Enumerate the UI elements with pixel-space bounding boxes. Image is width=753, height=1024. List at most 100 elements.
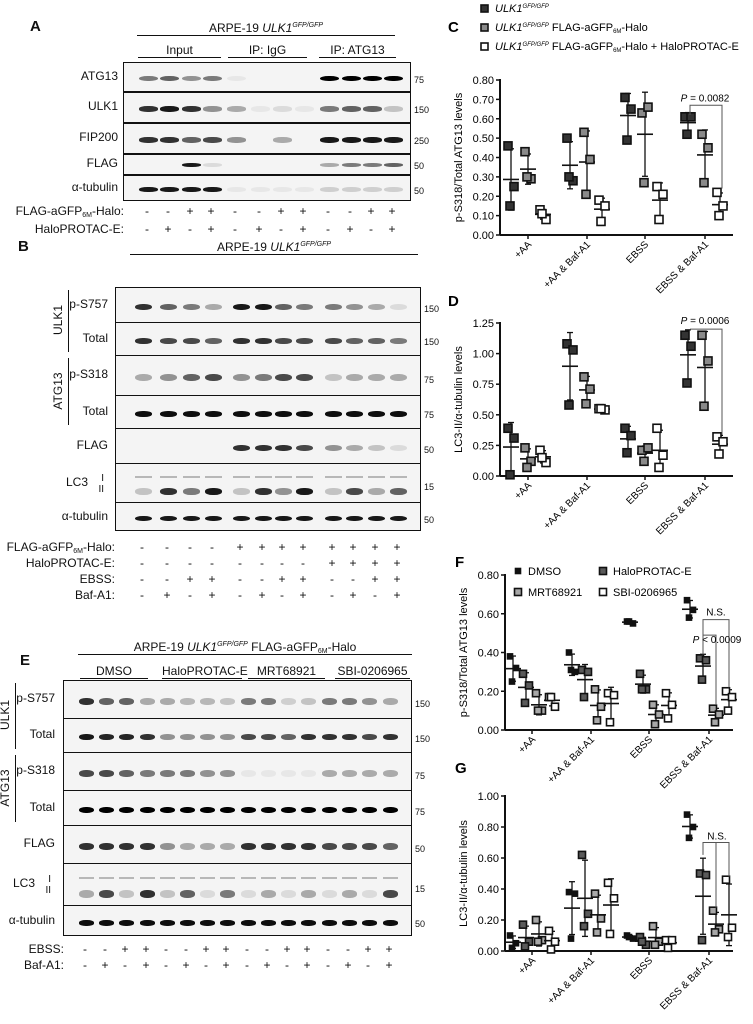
data-point <box>520 698 530 708</box>
row-label: p-S318 <box>69 367 108 381</box>
row-divider <box>124 174 410 176</box>
data-point <box>710 717 720 727</box>
band <box>280 806 296 814</box>
condition-sign: - <box>326 958 330 972</box>
row-label: FLAG <box>86 155 118 170</box>
condition-sign: + <box>299 588 307 602</box>
chart-C: C 0.00 0.10 0.20 0.30 0.40 0.50 0.60 0.70 0.80 p-S… <box>448 3 739 296</box>
group-label: IP: IgG <box>248 43 287 57</box>
band <box>219 806 235 814</box>
legend-suffix: -Halo <box>621 22 647 34</box>
band <box>179 843 195 850</box>
band <box>78 806 94 814</box>
condition-sign: - <box>285 958 289 972</box>
data-point <box>723 706 733 715</box>
condition-sign: - <box>326 222 330 236</box>
band <box>260 890 276 898</box>
band <box>319 187 339 192</box>
data-point <box>505 469 515 480</box>
data-point <box>546 692 556 702</box>
row-divider <box>116 355 420 356</box>
data-point <box>506 653 514 660</box>
row-label: Total <box>82 403 108 418</box>
band-lc3-i <box>182 476 200 479</box>
band <box>324 516 342 522</box>
band <box>118 734 134 741</box>
condition-sign: - <box>165 572 169 586</box>
data-point <box>503 423 513 434</box>
band <box>179 734 195 741</box>
band <box>367 444 385 452</box>
band <box>274 337 292 344</box>
significance-bracket <box>690 328 723 435</box>
genotype: GFP/GFP <box>292 22 324 29</box>
data-point <box>703 143 713 153</box>
legend-sub: 6M <box>613 48 621 54</box>
y-tick-label: 0.00 <box>473 471 494 483</box>
p-value: = 0.0006 <box>687 316 729 327</box>
band <box>361 734 377 741</box>
band <box>179 919 195 926</box>
data-point <box>600 201 610 211</box>
group-bracket <box>15 755 16 822</box>
data-point <box>663 943 673 953</box>
band <box>159 187 179 192</box>
condition-name: Baf-A1: <box>74 588 115 602</box>
band <box>232 410 250 417</box>
data-point <box>667 700 677 710</box>
band <box>341 770 357 777</box>
band <box>367 374 385 382</box>
band <box>362 187 382 192</box>
condition-sign: - <box>210 556 214 570</box>
condition-sign: - <box>140 540 144 554</box>
data-point <box>682 129 692 140</box>
condition-sign: + <box>328 540 336 554</box>
data-point <box>648 700 658 710</box>
significance-label: P < 0.0009 <box>693 635 742 646</box>
p-symbol: P <box>681 316 688 327</box>
x-tick-label: +AA <box>513 480 535 502</box>
data-point <box>567 666 575 674</box>
condition-label: FLAG-aGFP6M-Halo: <box>0 204 124 219</box>
band <box>159 136 179 143</box>
band <box>159 919 175 926</box>
condition-name: Baf-A1: <box>23 958 64 972</box>
group-underline <box>248 678 325 679</box>
y-tick-label: 0.50 <box>473 410 494 422</box>
band <box>181 105 201 112</box>
data-point <box>648 921 658 931</box>
data-point <box>609 690 619 700</box>
band-lc3-i <box>159 476 177 479</box>
data-point <box>639 456 649 467</box>
band <box>240 806 256 814</box>
condition-sign: - <box>265 942 269 956</box>
row-divider <box>116 502 420 503</box>
band <box>159 734 175 741</box>
group-bracket <box>68 358 69 425</box>
band-lc3-i <box>345 476 363 479</box>
legend-text: FLAG-aGFP <box>549 22 613 34</box>
band <box>324 374 342 382</box>
band <box>159 374 177 382</box>
data-point <box>697 675 707 684</box>
x-tick-label: +AA & Baf-A1 <box>546 955 598 1007</box>
band <box>199 843 215 850</box>
band <box>274 444 292 452</box>
condition-sign: + <box>367 204 375 218</box>
row-divider <box>116 322 420 323</box>
condition-sign: - <box>245 942 249 956</box>
band <box>159 770 175 777</box>
group-underline <box>319 57 396 58</box>
condition-sign: + <box>164 222 172 236</box>
band <box>78 919 94 926</box>
band <box>204 488 222 496</box>
condition-sign: + <box>385 942 393 956</box>
mw-marker: 150 <box>424 303 440 314</box>
condition-sign: - <box>346 942 350 956</box>
condition-sign: - <box>373 588 377 602</box>
row-label: Total <box>29 799 55 814</box>
condition-sign: + <box>393 540 401 554</box>
condition-name: FLAG-aGFP <box>6 540 74 554</box>
band <box>382 890 398 898</box>
band <box>341 163 361 168</box>
